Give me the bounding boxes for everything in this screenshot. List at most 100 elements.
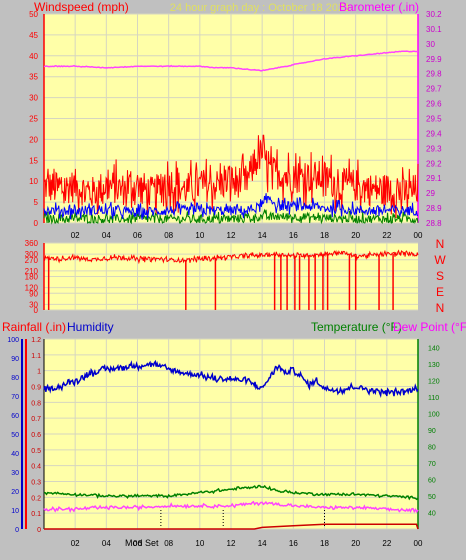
temp-y-tick-140: 140 — [428, 345, 440, 352]
dir-y-tick-360: 360 — [25, 239, 39, 248]
rain-y-tick-0.9: 0.9 — [31, 385, 41, 392]
hum-x-tick-20: 20 — [351, 539, 360, 548]
temp-y-tick-100: 100 — [428, 411, 440, 418]
rain-y-tick-1: 1 — [37, 369, 41, 376]
compass-letter-e-3: E — [436, 285, 444, 299]
chart-marks: 0510152025303540455028.828.92929.129.229… — [7, 10, 442, 548]
baro-y-tick-30.1: 30.1 — [426, 25, 442, 34]
wind-y-tick-40: 40 — [29, 52, 38, 61]
humidity-y-tick-100: 100 — [7, 337, 19, 344]
hum-x-tick-16: 16 — [289, 539, 298, 548]
compass-letter-w-1: W — [434, 253, 446, 267]
wind-x-tick-14: 14 — [258, 231, 267, 240]
wind-x-tick-00: 00 — [414, 231, 423, 240]
baro-y-tick-29.1: 29.1 — [426, 174, 442, 183]
rainfall-title: Rainfall (.in) — [2, 320, 66, 334]
wind-x-tick-22: 22 — [382, 231, 391, 240]
wind-x-tick-12: 12 — [227, 231, 236, 240]
baro-y-tick-29.7: 29.7 — [426, 85, 442, 94]
temp-y-tick-40: 40 — [428, 510, 436, 517]
wind-x-tick-18: 18 — [320, 231, 329, 240]
hum-x-tick-02: 02 — [71, 539, 80, 548]
rainfall-series — [44, 523, 419, 530]
temp-y-tick-120: 120 — [428, 378, 440, 385]
hum-x-tick-14: 14 — [258, 539, 267, 548]
baro-y-tick-30.2: 30.2 — [426, 10, 442, 19]
wind-y-tick-5: 5 — [34, 198, 39, 207]
dir-y-tick-30: 30 — [29, 300, 38, 309]
wind-y-tick-15: 15 — [29, 156, 38, 165]
rain-y-tick-0.5: 0.5 — [31, 448, 41, 455]
barometer-series — [43, 50, 419, 72]
baro-y-tick-29.2: 29.2 — [426, 159, 442, 168]
baro-y-tick-29.4: 29.4 — [426, 129, 442, 138]
humidity-y-tick-90: 90 — [11, 356, 19, 363]
windspeed-series — [43, 134, 419, 219]
baro-y-tick-28.9: 28.9 — [426, 204, 442, 213]
humidity-y-tick-0: 0 — [15, 527, 19, 534]
baro-y-tick-29.6: 29.6 — [426, 100, 442, 109]
hum-x-tick-18: 18 — [320, 539, 329, 548]
baro-y-tick-29.5: 29.5 — [426, 115, 442, 124]
dir-y-tick-210: 210 — [25, 267, 39, 276]
wind-direction-series — [43, 249, 419, 265]
wind-x-tick-20: 20 — [351, 231, 360, 240]
humidity-y-tick-60: 60 — [11, 413, 19, 420]
mod-set-label: Mod Set — [125, 538, 159, 548]
humidity-title: Humidity — [67, 320, 114, 334]
hum-x-tick-04: 04 — [102, 539, 111, 548]
dewpoint-title: Dew Point (°F) — [393, 320, 466, 334]
humidity-y-tick-40: 40 — [11, 451, 19, 458]
wind-y-tick-20: 20 — [29, 135, 38, 144]
baro-y-tick-28.8: 28.8 — [426, 219, 442, 228]
humidity-y-tick-80: 80 — [11, 375, 19, 382]
compass-letter-n-4: N — [436, 301, 445, 315]
rain-y-tick-0.3: 0.3 — [31, 480, 41, 487]
temp-y-tick-50: 50 — [428, 494, 436, 501]
rain-y-tick-0.7: 0.7 — [31, 416, 41, 423]
dir-y-tick-90: 90 — [29, 289, 38, 298]
hum-x-tick-00: 00 — [414, 539, 423, 548]
hum-x-tick-12: 12 — [227, 539, 236, 548]
dir-y-tick-0: 0 — [34, 306, 39, 315]
wind-low-series — [43, 208, 419, 225]
humidity-y-tick-20: 20 — [11, 489, 19, 496]
baro-y-tick-30: 30 — [426, 40, 435, 49]
baro-y-tick-29.9: 29.9 — [426, 55, 442, 64]
wind-average-series — [43, 193, 419, 220]
wind-y-tick-35: 35 — [29, 73, 38, 82]
wind-y-tick-10: 10 — [29, 177, 38, 186]
humidity-series — [43, 359, 419, 399]
wind-y-tick-45: 45 — [29, 31, 38, 40]
compass-letter-n-0: N — [436, 237, 445, 251]
humidity-y-tick-30: 30 — [11, 470, 19, 477]
rain-y-tick-0.4: 0.4 — [31, 464, 41, 471]
baro-y-tick-29.3: 29.3 — [426, 144, 442, 153]
wind-x-tick-10: 10 — [195, 231, 204, 240]
windspeed-title: Windspeed (mph) — [34, 0, 129, 14]
temp-y-tick-60: 60 — [428, 477, 436, 484]
wind-x-tick-08: 08 — [164, 231, 173, 240]
compass-letter-s-2: S — [436, 269, 444, 283]
wind-x-tick-06: 06 — [133, 231, 142, 240]
dewpoint-series — [43, 500, 419, 514]
barometer-title: Barometer (.in) — [339, 0, 419, 14]
baro-y-tick-29.8: 29.8 — [426, 70, 442, 79]
hum-x-tick-08: 08 — [164, 539, 173, 548]
wind-y-tick-0: 0 — [34, 219, 39, 228]
wind-y-tick-25: 25 — [29, 115, 38, 124]
temperature-title: Temperature (°F) — [311, 320, 402, 334]
hum-x-tick-22: 22 — [382, 539, 391, 548]
temperature-series — [43, 484, 419, 501]
rain-y-tick-0.8: 0.8 — [31, 400, 41, 407]
humidity-y-tick-70: 70 — [11, 394, 19, 401]
hum-x-tick-10: 10 — [195, 539, 204, 548]
hum-x-tick-06: 06 — [133, 539, 142, 548]
dir-y-tick-180: 180 — [25, 273, 39, 282]
temp-y-tick-70: 70 — [428, 461, 436, 468]
dir-y-tick-300: 300 — [25, 250, 39, 259]
rain-y-tick-0.6: 0.6 — [31, 432, 41, 439]
temp-y-tick-110: 110 — [428, 395, 439, 402]
